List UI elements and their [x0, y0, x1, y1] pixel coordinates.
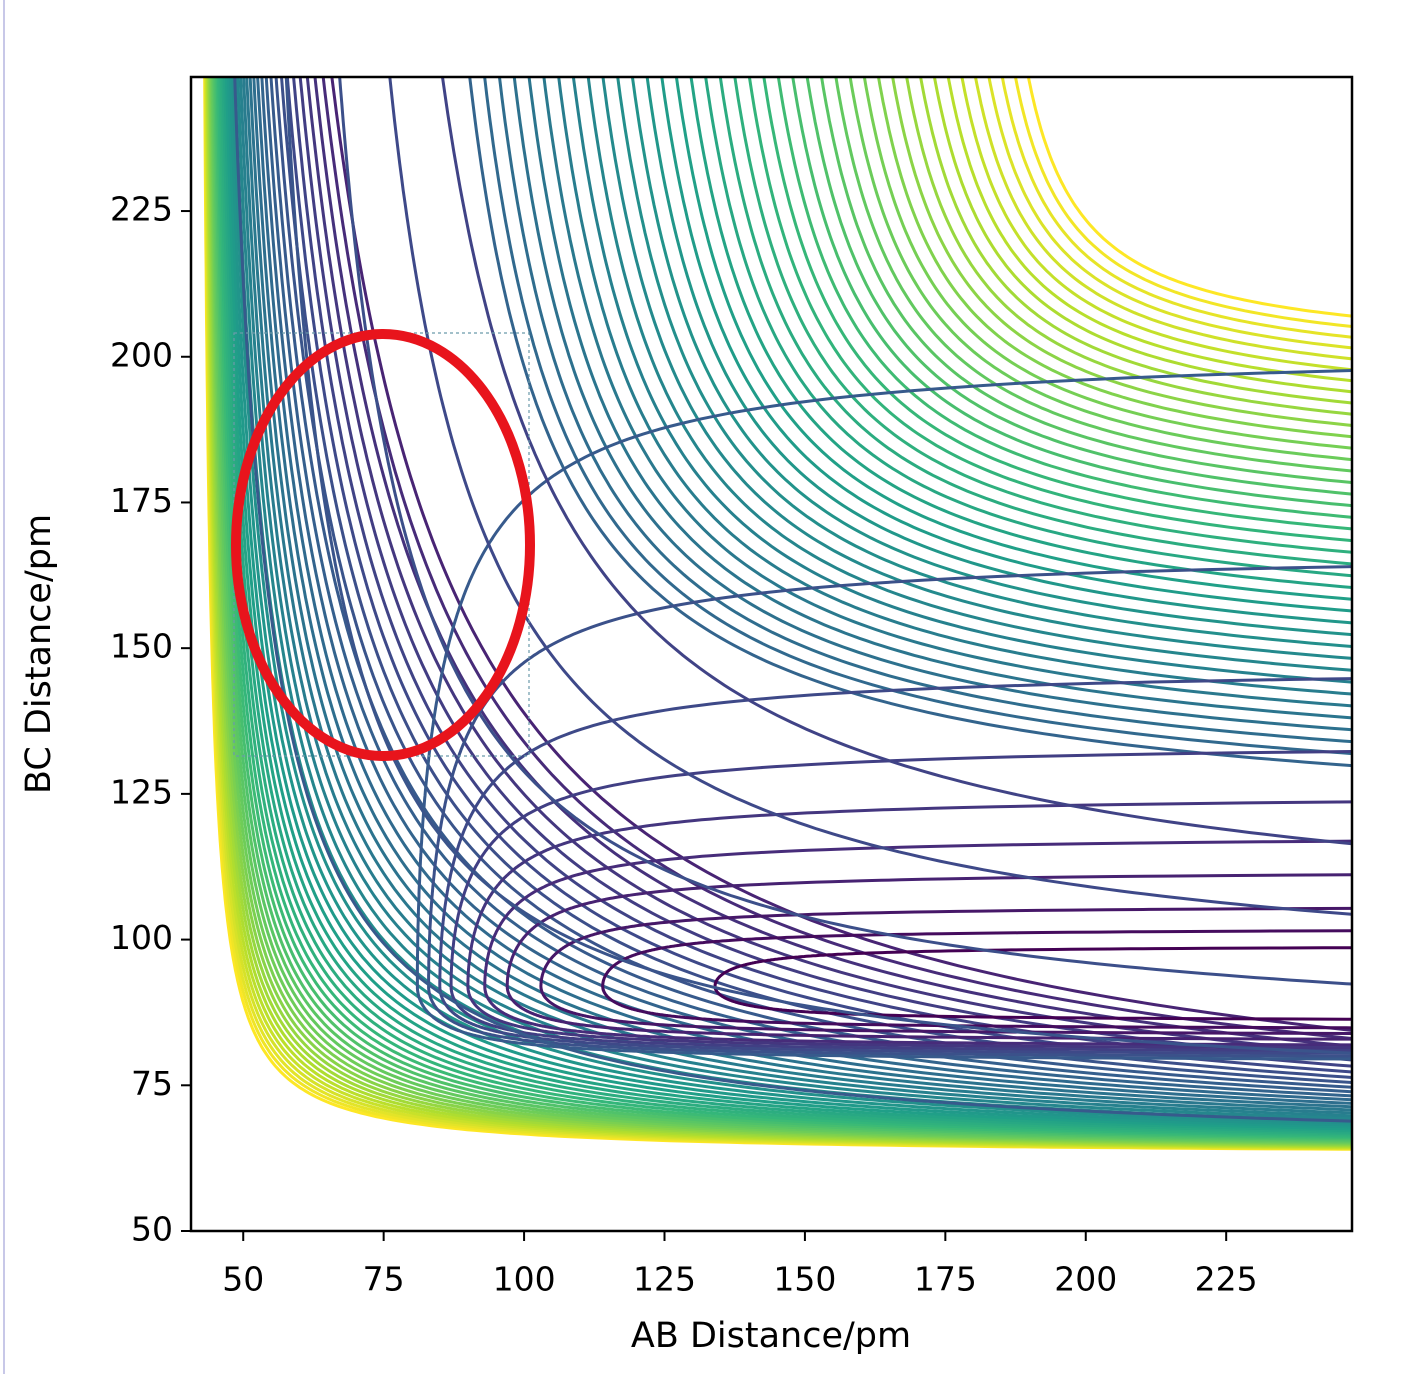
- contour-line: [226, 0, 1403, 1122]
- contour-line: [440, 667, 1403, 1057]
- y-tick-label: 150: [110, 627, 173, 666]
- contour-line: [867, 0, 1403, 422]
- contour-line: [451, 742, 1403, 1053]
- y-tick-label: 75: [131, 1064, 173, 1103]
- contour-line: [982, 0, 1403, 334]
- contour-line: [910, 0, 1403, 389]
- contour-line: [665, 0, 1403, 582]
- contour-line: [881, 0, 1403, 411]
- y-tick-label: 100: [110, 918, 173, 957]
- x-tick-label: 225: [1195, 1260, 1258, 1299]
- y-tick-label: 200: [110, 335, 173, 374]
- contour-line: [939, 0, 1403, 367]
- x-axis-label: AB Distance/pm: [631, 1316, 911, 1356]
- x-tick-label: 175: [914, 1260, 977, 1299]
- contour-line: [853, 0, 1403, 433]
- y-axis-label: BC Distance/pm: [19, 514, 59, 794]
- x-tick-label: 150: [773, 1260, 836, 1299]
- x-tick-label: 125: [633, 1260, 696, 1299]
- contour-line: [651, 0, 1403, 594]
- y-tick-label: 125: [110, 772, 173, 811]
- y-tick-label: 50: [131, 1210, 173, 1249]
- x-tick-label: 200: [1054, 1260, 1117, 1299]
- contour-line: [925, 0, 1403, 378]
- contour-line: [896, 0, 1403, 400]
- contour-lines: [202, 0, 1403, 1151]
- contour-line: [795, 0, 1403, 479]
- y-tick-label: 225: [110, 190, 173, 229]
- y-tick-label: 175: [110, 481, 173, 520]
- x-tick-label: 75: [363, 1260, 405, 1299]
- x-tick-label: 50: [222, 1260, 264, 1299]
- contour-line: [694, 0, 1403, 559]
- highlight-ellipse: [236, 334, 530, 756]
- x-tick-label: 100: [493, 1260, 556, 1299]
